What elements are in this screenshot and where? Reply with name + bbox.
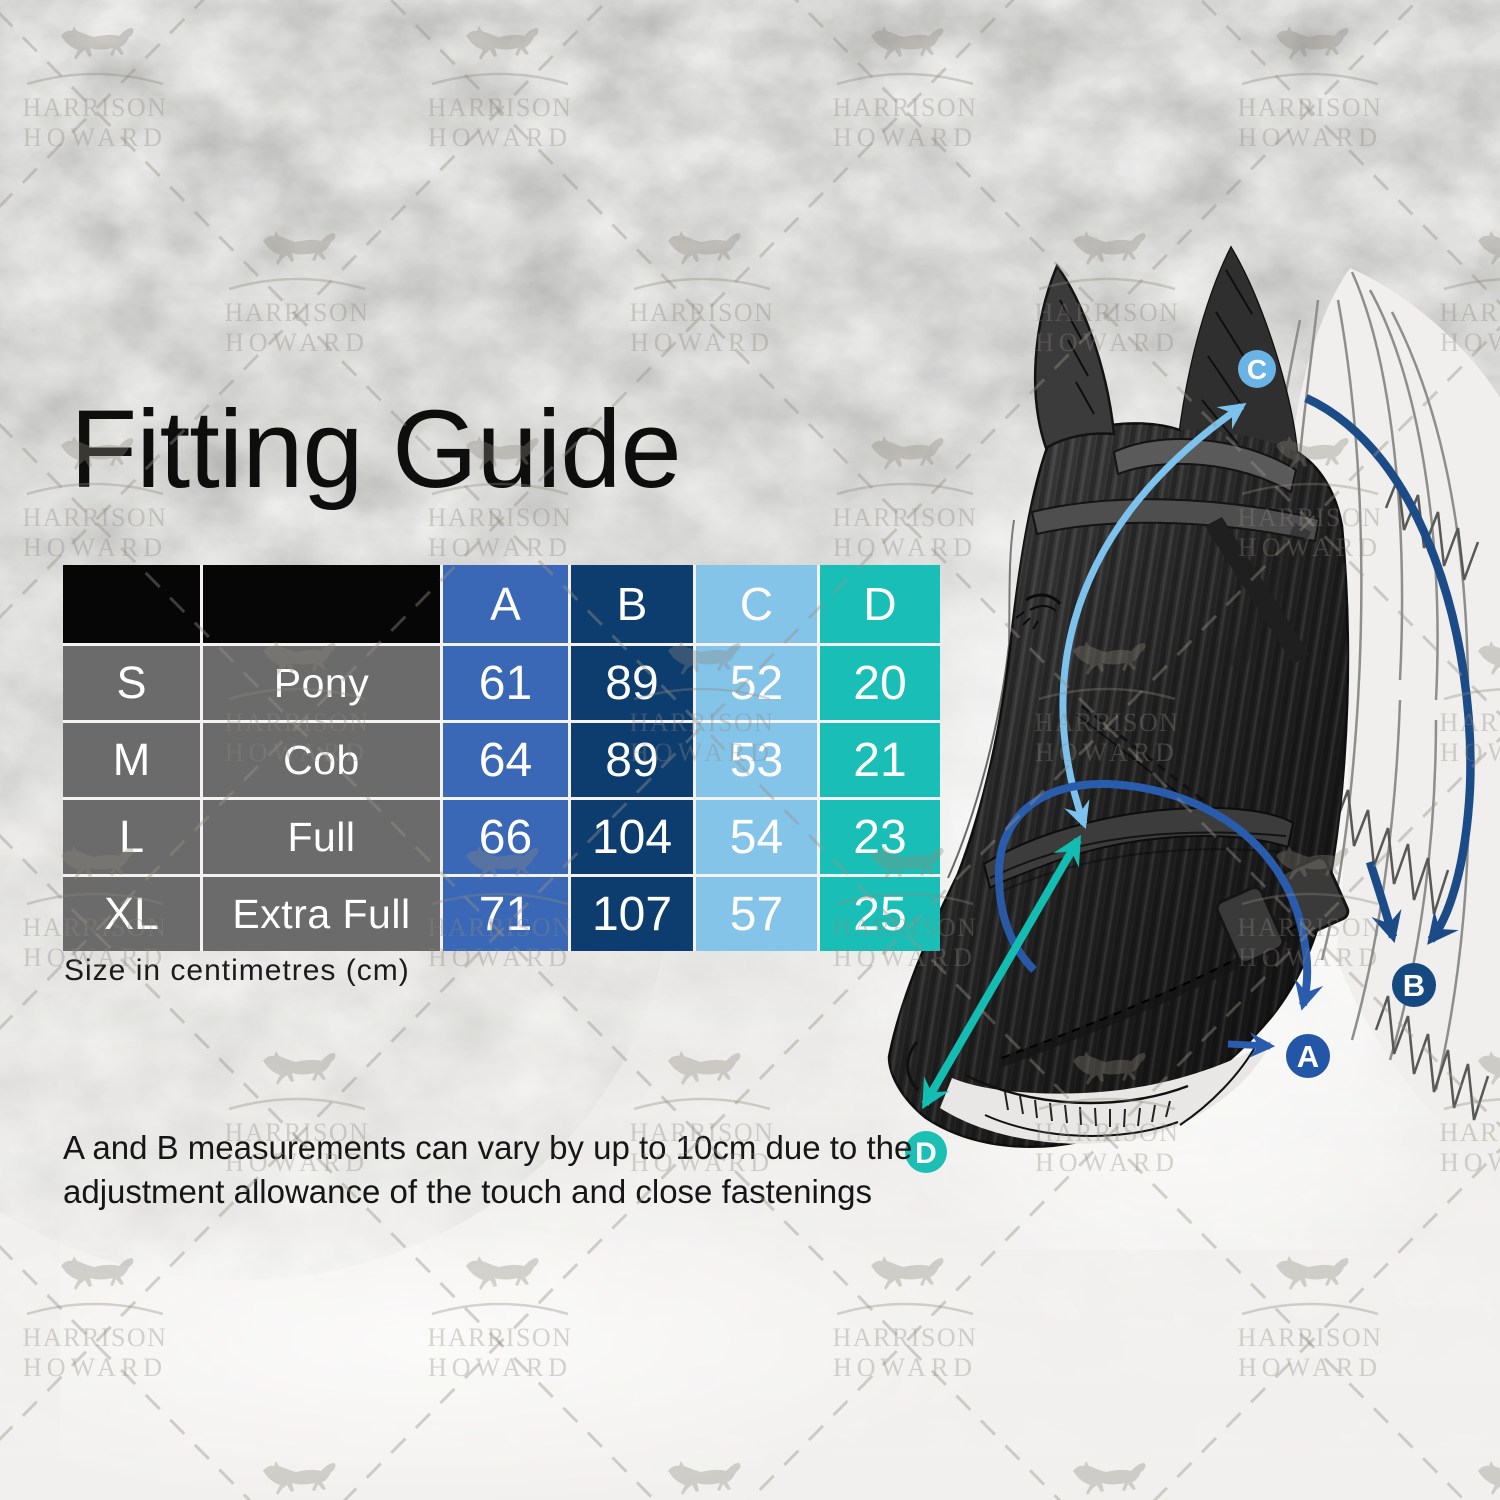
svg-text:A: A [1297, 1039, 1319, 1074]
cell-value-b: 104 [571, 800, 693, 874]
left-ear [1033, 263, 1116, 450]
size-table: A B C D S Pony 61 89 52 20 M Cob 64 89 53 21 L Full 66 104 5… [63, 565, 940, 951]
column-header-a: A [443, 565, 568, 643]
row-size-label: M [63, 723, 200, 797]
background-glow-bottom [60, 1180, 960, 1500]
marker-d: D [905, 1131, 947, 1173]
row-size-label: L [63, 800, 200, 874]
cell-value-d: 21 [820, 723, 940, 797]
unit-note: Size in centimetres (cm) [64, 954, 410, 987]
label-arrow-a [1227, 1032, 1276, 1058]
measure-arc-c [1059, 402, 1247, 830]
cell-value-d: 23 [820, 800, 940, 874]
marker-c: C [1238, 350, 1276, 388]
measure-arc-b-end [1365, 860, 1402, 944]
column-header-c: C [696, 565, 817, 643]
row-name: Cob [203, 723, 440, 797]
cell-value-b: 107 [571, 877, 693, 951]
cell-value-a: 61 [443, 646, 568, 720]
header-blank-name [203, 565, 440, 643]
horse-head [887, 245, 1350, 1148]
cell-value-c: 54 [696, 800, 817, 874]
right-ear [1180, 248, 1297, 452]
cell-value-d: 20 [820, 646, 940, 720]
marker-a: A [1286, 1034, 1330, 1078]
marker-b: B [1392, 963, 1436, 1007]
column-header-b: B [571, 565, 693, 643]
cell-value-a: 64 [443, 723, 568, 797]
cell-value-c: 52 [696, 646, 817, 720]
measure-arc-b [1304, 394, 1475, 945]
header-blank-size [63, 565, 200, 643]
svg-text:C: C [1247, 354, 1267, 385]
eye [1015, 593, 1062, 630]
measurement-note: A and B measurements can vary by up to 1… [63, 1129, 913, 1210]
cell-value-b: 89 [571, 723, 693, 797]
cell-value-a: 66 [443, 800, 568, 874]
svg-text:D: D [915, 1137, 937, 1170]
row-size-label: S [63, 646, 200, 720]
svg-text:B: B [1403, 968, 1425, 1003]
cell-value-a: 71 [443, 877, 568, 951]
page-title: Fitting Guide [70, 388, 682, 511]
row-size-label: XL [63, 877, 200, 951]
measure-line-d [921, 834, 1082, 1110]
row-name: Pony [203, 646, 440, 720]
measure-arc-a [994, 779, 1324, 1011]
row-name: Full [203, 800, 440, 874]
column-header-d: D [820, 565, 940, 643]
horse-mane [1268, 268, 1500, 1175]
nostril [906, 1041, 920, 1092]
measurement-arrows [921, 394, 1475, 1110]
cell-value-c: 53 [696, 723, 817, 797]
row-name: Extra Full [203, 877, 440, 951]
cell-value-d: 25 [820, 877, 940, 951]
cell-value-c: 57 [696, 877, 817, 951]
cell-value-b: 89 [571, 646, 693, 720]
